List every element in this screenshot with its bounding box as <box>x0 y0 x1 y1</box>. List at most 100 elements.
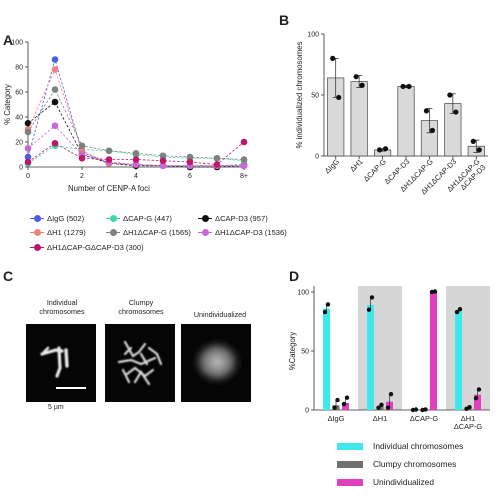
data-point <box>51 122 59 130</box>
data-point <box>476 147 482 153</box>
legend-label: Individual chromosomes <box>373 441 464 451</box>
panel-letter-b: B <box>279 12 290 28</box>
y-tick-label: 40 <box>15 115 23 122</box>
legend-marker <box>198 229 212 236</box>
panel-letter-c: C <box>3 268 14 284</box>
data-point <box>213 161 221 168</box>
data-point <box>353 74 359 80</box>
data-point <box>473 396 479 401</box>
legend-label: ΔH1ΔCAP-GΔCAP-D3 (300) <box>47 243 144 252</box>
legend-item: ΔH1ΔCAP-D3 (1536) <box>198 228 287 237</box>
legend-item: ΔH1ΔCAP-G (1565) <box>106 228 191 237</box>
data-point <box>24 158 32 166</box>
data-point <box>159 157 167 165</box>
legend-item: Clumpy chromosomes <box>337 459 456 469</box>
image-title-unindividualized: Unindividualized <box>193 310 247 319</box>
data-point <box>51 139 59 147</box>
legend-label: Clumpy chromosomes <box>373 459 457 469</box>
x-tick-label: 6 <box>188 173 192 180</box>
data-point <box>453 109 459 115</box>
data-point <box>51 98 59 106</box>
data-point <box>325 302 331 307</box>
series-4 <box>24 86 248 163</box>
y-axis-label: % individualized chromosomes <box>295 41 304 148</box>
data-point <box>332 405 337 410</box>
bar-group: ΔCAP-D3 <box>382 83 415 186</box>
data-point <box>382 146 389 152</box>
group-background <box>446 286 490 410</box>
y-tick-label: 100 <box>297 290 309 297</box>
legend-item: ΔH1ΔCAP-GΔCAP-D3 (300) <box>30 243 144 252</box>
data-point <box>159 152 167 160</box>
data-point <box>24 144 32 152</box>
bar <box>430 292 437 410</box>
scale-bar <box>56 387 86 389</box>
legend-item: ΔH1 (1279) <box>30 228 86 237</box>
y-tick-label: 100 <box>307 32 319 39</box>
series-line <box>27 58 245 167</box>
data-point <box>78 142 86 150</box>
legend-marker <box>30 244 44 251</box>
data-point <box>423 407 428 412</box>
y-tick-label: 50 <box>311 93 319 100</box>
group-background <box>358 286 402 410</box>
data-point <box>24 119 32 127</box>
data-point <box>413 407 419 412</box>
legend-label: Unindividualized <box>373 477 434 487</box>
bar <box>350 81 368 157</box>
bar <box>342 402 349 410</box>
data-point <box>366 307 372 312</box>
image-title-individual: Individual chromosomes <box>39 298 85 316</box>
x-tick-label: ΔH1 <box>373 414 387 423</box>
chart-b-bar-chart: 0 50 100% individualized chromosomes ΔIgG ΔH… <box>295 32 488 196</box>
data-point <box>376 147 383 153</box>
data-point <box>51 86 59 93</box>
data-point <box>240 162 248 170</box>
legend-marker <box>106 215 120 222</box>
y-tick-label: 0 <box>19 165 23 172</box>
unindividualized-image <box>181 324 251 402</box>
series-6 <box>24 138 248 168</box>
legend-marker <box>30 229 44 236</box>
y-axis-label: %Category <box>288 332 297 371</box>
data-point <box>132 149 140 157</box>
legend-label: ΔH1 (1279) <box>47 228 86 237</box>
legend-marker <box>106 229 120 236</box>
data-point <box>385 405 391 410</box>
scale-bar-label: 5 µm <box>48 404 64 411</box>
y-tick-label: 60 <box>15 90 23 97</box>
bar-group: ΔIgG <box>323 55 345 175</box>
data-point <box>51 56 59 63</box>
clumpy-chromosomes-image <box>105 324 175 402</box>
x-tick-label: 8+ <box>240 173 248 180</box>
data-point <box>186 158 194 166</box>
y-tick-label: 0 <box>305 408 309 415</box>
y-axis-label: % Category <box>3 84 12 125</box>
legend-swatch <box>337 460 363 468</box>
legend-label: ΔIgG (502) <box>47 214 85 223</box>
data-point <box>476 387 482 392</box>
bar <box>367 304 374 410</box>
y-tick-label: 100 <box>11 40 23 47</box>
data-point <box>388 391 394 397</box>
legend-swatch <box>337 442 363 450</box>
legend-item: Individual chromosomes <box>337 441 463 451</box>
x-tick-label: ΔIgG <box>323 157 341 175</box>
panel-letter-d: D <box>289 268 300 284</box>
legend-item: ΔCAP-D3 (957) <box>198 214 268 223</box>
data-point <box>330 55 336 62</box>
data-point <box>105 147 113 155</box>
x-tick-label: ΔCAP-G <box>410 414 439 423</box>
legend-swatch <box>337 478 363 486</box>
series-5 <box>24 122 248 170</box>
data-point <box>213 154 221 162</box>
data-point <box>132 161 140 168</box>
x-tick-label: ΔH1 <box>348 157 365 174</box>
data-point <box>457 307 463 312</box>
y-tick-label: 0 <box>315 154 319 161</box>
legend-marker <box>198 215 212 222</box>
x-tick-label: 4 <box>134 173 138 180</box>
category-group: ΔH1 ΔCAP-G <box>454 307 482 431</box>
bar <box>455 310 462 410</box>
